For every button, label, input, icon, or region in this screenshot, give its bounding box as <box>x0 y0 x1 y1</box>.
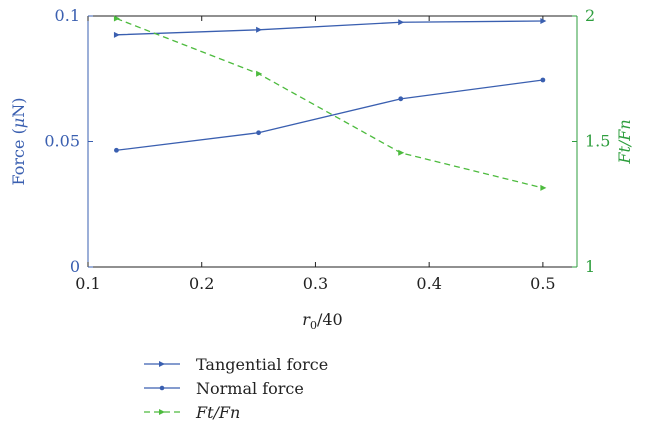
data-point-2-3 <box>540 184 547 191</box>
legend-item-ratio: Ft/Fn <box>140 400 328 424</box>
data-point-0-3 <box>540 18 547 25</box>
legend-swatch-tangential <box>144 361 180 367</box>
data-point-1-3 <box>540 77 546 83</box>
data-point-1-2 <box>398 96 404 102</box>
data-point-2-2 <box>398 149 405 156</box>
data-point-1-0 <box>114 147 119 153</box>
data-point-0-0 <box>113 31 120 38</box>
legend-swatch-ratio <box>144 409 180 415</box>
data-point-0-2 <box>398 19 405 26</box>
legend-item-tangential: Tangential force <box>140 352 328 376</box>
data-point-2-0 <box>113 15 120 22</box>
legend-label-ratio: Ft/Fn <box>196 402 241 422</box>
series-line-1 <box>116 79 543 151</box>
x-tick-label: 0.5 <box>530 274 555 293</box>
legend: Tangential force Normal force Ft/Fn <box>140 352 328 424</box>
legend-label-tangential: Tangential force <box>196 354 329 374</box>
legend-label-normal: Normal force <box>196 378 304 398</box>
series-line-0 <box>116 20 543 36</box>
series-line-2 <box>116 17 544 189</box>
y-left-tick-label: 0.1 <box>55 6 80 25</box>
chart: 0.1 0.2 0.3 0.4 0.5 0 0.05 0.1 1 1.5 2 r0/40 Force (… <box>9 6 634 332</box>
x-tick-label: 0.2 <box>189 274 214 293</box>
x-tick-label: 0.1 <box>75 274 100 293</box>
data-point-2-1 <box>256 70 263 77</box>
legend-item-normal: Normal force <box>140 376 328 400</box>
legend-swatch-normal <box>144 385 180 391</box>
y-right-tick-label: 2 <box>585 6 595 25</box>
data-point-0-1 <box>256 26 263 33</box>
data-point-1-1 <box>256 130 261 136</box>
y-right-tick-label: 1 <box>585 257 595 276</box>
y-left-tick-label: 0 <box>70 257 80 276</box>
x-axis-label: r0/40 <box>302 310 342 332</box>
y-left-tick-label: 0.05 <box>44 132 80 151</box>
x-tick-label: 0.3 <box>303 274 328 293</box>
x-tick-label: 0.4 <box>416 274 441 293</box>
y-right-tick-label: 1.5 <box>585 132 610 151</box>
y-axis-left-label: Force (μN) <box>9 98 28 186</box>
y-axis-right-label: Ft/Fn <box>615 119 634 164</box>
